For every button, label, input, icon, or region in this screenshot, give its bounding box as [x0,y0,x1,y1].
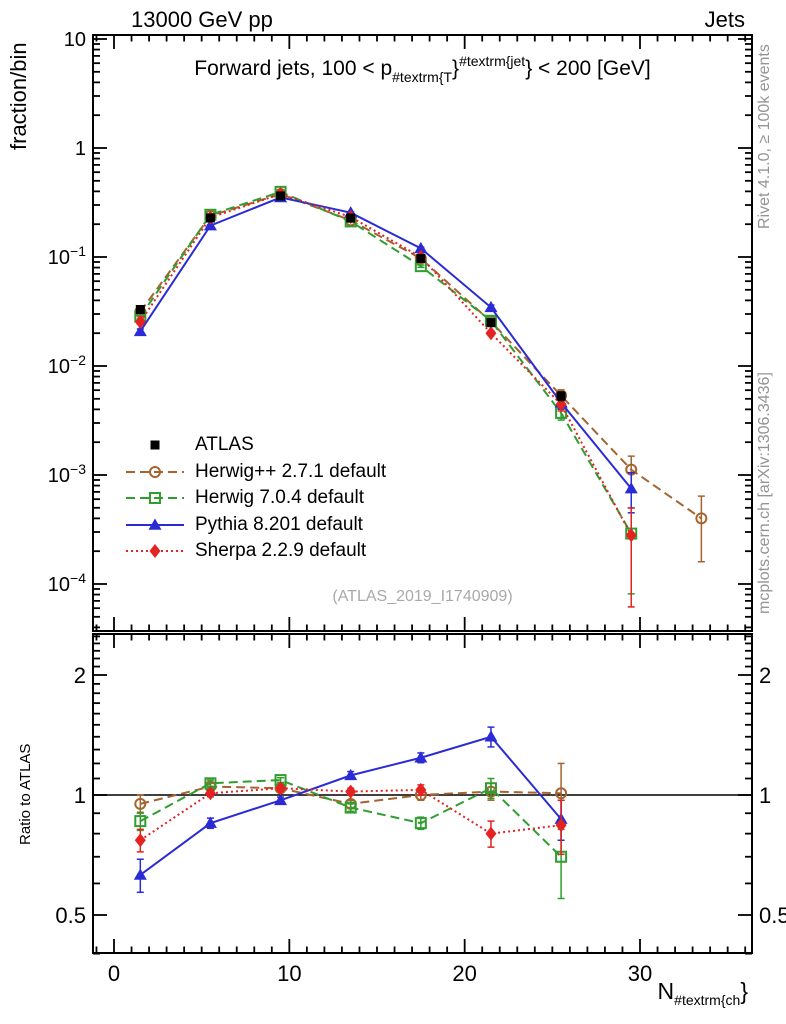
legend-marker-square-open [126,492,184,505]
ratio-y-ticks [93,635,752,955]
main-y-tick-label: 10 [64,29,86,51]
legend-marker-diamond-filled [126,544,184,559]
main-y-tick-label: 10−2 [48,352,86,378]
legend-label: Sherpa 2.2.9 default [195,540,367,562]
legend-item-pythia: Pythia 8.201 default [124,512,386,539]
x-axis-label: N#textrm{ch} [657,978,748,1008]
legend-item-sherpa: Sherpa 2.2.9 default [124,538,386,565]
ratio-y-tick-label-right: 0.5 [759,903,786,928]
main-y-tick-label: 1 [75,138,86,160]
legend: ATLAS Herwig++ 2.7.1 default Herwig 7.0.4 … [124,432,386,565]
plot-title-post: } < 200 [GeV] [525,57,651,80]
tick-labels: 0 10 20 30 10 1 10−1 10−2 10−3 10−4 2 2 1 1 0.5 0.5 [48,29,786,986]
x-axis-label-subscript: #textrm{ch [674,992,741,1008]
x-tick-label: 30 [628,961,652,986]
plot-title-pre: Forward jets, 100 < p [194,57,393,80]
ratio-y-tick-label-right: 1 [759,783,771,808]
mcplots-reference-note: mcplots.cern.ch [arXiv:1306.3436] [756,372,773,614]
beam-energy-title: 13000 GeV pp [131,7,273,32]
ratio-y-tick-label-left: 0.5 [55,903,86,928]
x-tick-label: 0 [108,961,120,986]
legend-marker-square-filled [150,440,160,450]
series-main-atlas [135,191,566,402]
ratio-frame [92,633,753,954]
series-ratio-sherpa [134,781,567,856]
main-y-ticks [93,38,752,629]
x-ticks [95,35,747,953]
legend-label: ATLAS [195,434,254,456]
main-y-axis-label: fraction/bin [6,42,31,150]
main-y-tick-label: 10−1 [48,243,86,269]
rivet-version-note: Rivet 4.1.0, ≥ 100k events [756,44,773,230]
ratio-y-tick-label-right: 2 [759,663,771,688]
main-y-tick-label: 10−3 [48,461,86,487]
x-tick-label: 10 [277,961,301,986]
legend-label: Pythia 8.201 default [195,513,363,535]
ratio-y-axis-label: Ratio to ATLAS [17,743,34,845]
legend-item-atlas: ATLAS [124,432,386,459]
legend-marker-circle-open [126,465,184,478]
legend-label: Herwig++ 2.7.1 default [195,460,387,482]
x-axis-label-pre: N [657,978,675,1004]
plot-title-subscript: #textrm{T [392,69,453,85]
plot-title: Forward jets, 100 < p#textrm{T}#textrm{j… [93,53,752,85]
main-y-tick-label: 10−4 [48,570,86,596]
x-axis-label-post: } [740,978,748,1004]
ratio-y-tick-label-left: 1 [74,783,86,808]
ratio-y-tick-label-left: 2 [74,663,86,688]
legend-item-herwig7: Herwig 7.0.4 default [124,485,386,512]
plot-title-mid: } [452,57,460,80]
legend-marker-triangle-filled [126,518,184,530]
legend-label: Herwig 7.0.4 default [195,487,364,509]
x-tick-label: 20 [452,961,476,986]
plot-title-superscript: #textrm{jet [459,53,526,69]
legend-item-herwigpp: Herwig++ 2.7.1 default [124,459,386,486]
analysis-group-title: Jets [704,7,745,32]
analysis-id-watermark: (ATLAS_2019_I1740909) [332,588,513,605]
